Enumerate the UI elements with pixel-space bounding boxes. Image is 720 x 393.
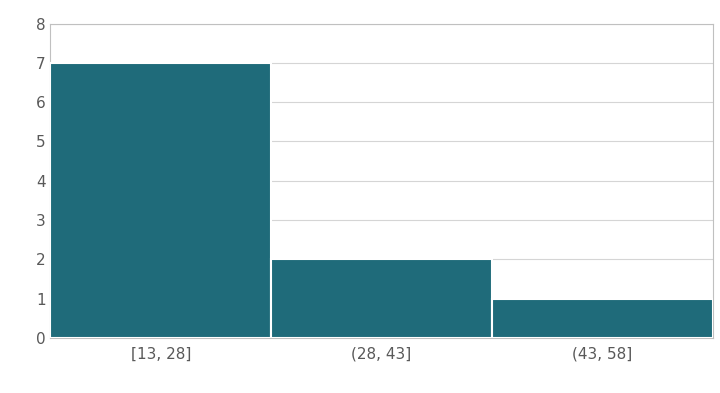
Bar — [50, 63, 271, 338]
Bar — [271, 259, 492, 338]
Bar — [492, 299, 713, 338]
